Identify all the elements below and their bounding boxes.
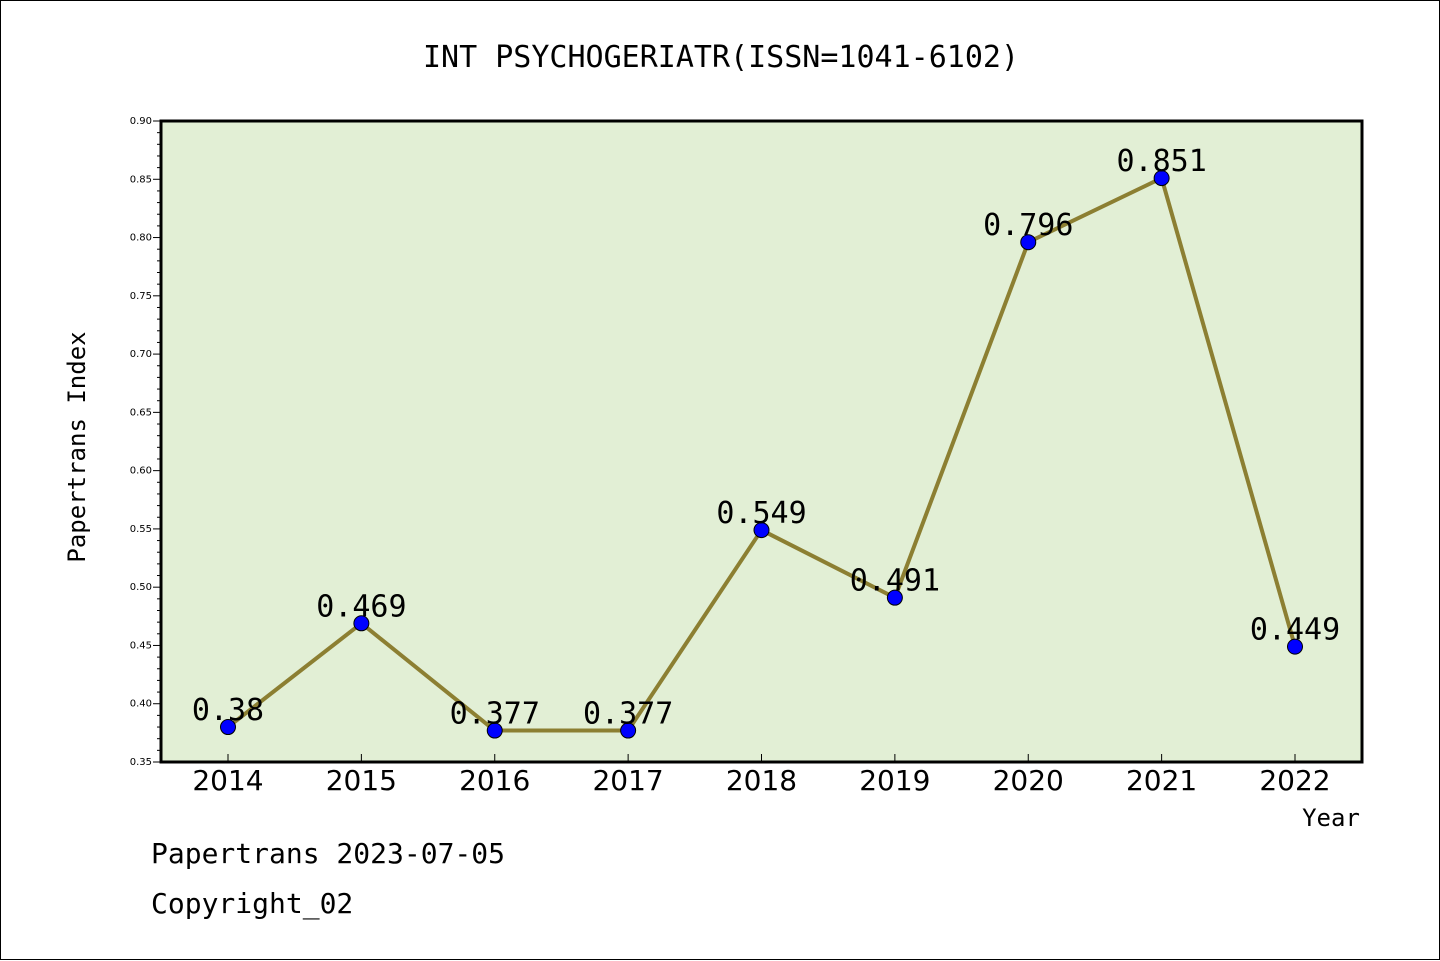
data-label: 0.38 — [192, 693, 264, 728]
data-points — [220, 170, 1303, 739]
x-tick-label: 2021 — [1126, 764, 1197, 797]
y-tick-label: 0.80 — [130, 233, 152, 244]
x-axis-tick-labels: 2014 2015 2016 2017 2018 2019 2020 2021 2022 — [192, 764, 1330, 797]
data-point — [486, 722, 503, 739]
y-tick-label: 0.45 — [130, 640, 152, 651]
data-point — [620, 722, 637, 739]
data-point — [886, 589, 903, 606]
y-axis-label: Papertrans Index — [63, 331, 91, 562]
x-tick-label: 2017 — [592, 764, 663, 797]
y-tick-label: 0.75 — [130, 291, 152, 302]
y-tick-label: 0.65 — [130, 407, 152, 418]
data-label: 0.377 — [583, 697, 673, 732]
y-axis-tick-labels: 0.35 0.40 0.45 0.50 0.55 0.60 0.65 0.70 0.75 0.80… — [130, 116, 152, 768]
y-tick-label: 0.55 — [130, 524, 152, 535]
data-point — [1153, 170, 1170, 187]
x-tick-label: 2020 — [993, 764, 1064, 797]
data-label: 0.851 — [1116, 144, 1206, 179]
y-tick-label: 0.35 — [130, 757, 152, 768]
x-tick-label: 2014 — [192, 764, 263, 797]
data-label: 0.491 — [850, 564, 940, 599]
y-tick-label: 0.40 — [130, 699, 152, 710]
footer-copyright: Copyright_02 — [151, 887, 353, 921]
y-tick-label: 0.60 — [130, 466, 152, 477]
plot-area — [161, 121, 1362, 762]
data-point — [1287, 638, 1303, 655]
footer-date: Papertrans 2023-07-05 — [151, 837, 505, 870]
y-tick-label: 0.85 — [130, 174, 152, 185]
plot-border — [159, 119, 1364, 764]
x-tick-label: 2019 — [859, 764, 930, 797]
data-point — [353, 615, 370, 632]
data-point — [220, 719, 236, 736]
y-tick-label: 0.50 — [130, 582, 152, 593]
x-tick-label: 2022 — [1259, 764, 1330, 797]
data-point — [753, 522, 770, 539]
data-label: 0.469 — [316, 589, 406, 624]
y-tick-label: 0.90 — [130, 116, 152, 127]
x-axis-label: Year — [1302, 804, 1360, 832]
data-point — [1020, 234, 1037, 251]
data-label: 0.796 — [983, 208, 1073, 243]
data-label: 0.449 — [1250, 613, 1340, 648]
x-tick-label: 2016 — [459, 764, 530, 797]
data-label: 0.377 — [450, 697, 540, 732]
x-tick-label: 2015 — [326, 764, 397, 797]
data-label: 0.549 — [716, 496, 806, 531]
y-tick-label: 0.70 — [130, 349, 152, 360]
chart-title: INT PSYCHOGERIATR(ISSN=1041-6102) — [423, 40, 1019, 75]
data-labels: 0.38 0.469 0.377 0.377 0.549 0.491 0.796 0.851 0… — [192, 144, 1340, 731]
x-tick-label: 2018 — [726, 764, 797, 797]
